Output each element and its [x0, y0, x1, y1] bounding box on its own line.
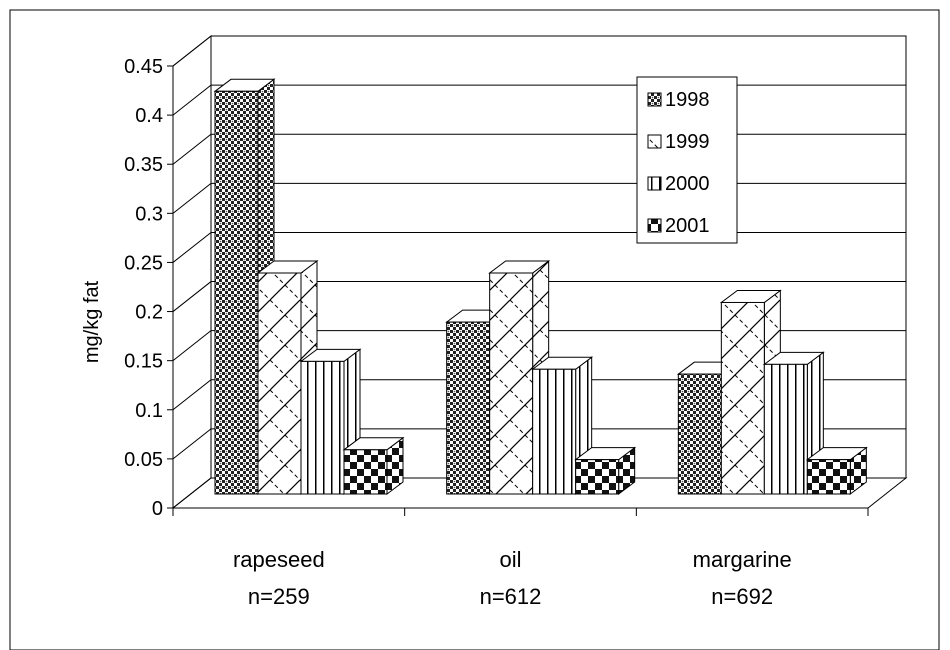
bar-rapeseed-2001 — [342, 436, 405, 495]
category-label: oil — [499, 547, 521, 572]
legend-label: 2001 — [665, 215, 710, 237]
bar-front — [489, 272, 534, 495]
bar-front — [343, 449, 388, 495]
gridline — [172, 35, 906, 67]
y-axis-title: mg/kg fat — [81, 280, 103, 363]
legend-swatch — [647, 92, 662, 107]
legend-label: 1999 — [665, 131, 710, 153]
bar-front — [806, 459, 851, 495]
legend: 1998 1999 2000 2001 — [636, 76, 738, 244]
bar-margarine-2000 — [762, 351, 825, 495]
legend-swatch — [647, 134, 662, 149]
legend-label: 1998 — [665, 89, 710, 111]
bar-oil-2000 — [531, 356, 594, 495]
category-label: rapeseed — [233, 547, 325, 572]
bar-front — [300, 360, 345, 495]
category-n-label: n=612 — [480, 584, 542, 609]
bar-front — [720, 301, 765, 495]
category-label: margarine — [693, 547, 792, 572]
bar-front — [575, 459, 620, 495]
bar-front — [532, 368, 577, 495]
gridline — [172, 379, 906, 411]
gridline — [172, 330, 906, 362]
gridline — [172, 428, 906, 460]
y-tick-label: 0.25 — [124, 252, 163, 274]
bar-front — [257, 272, 302, 495]
outer-border — [9, 9, 940, 650]
side-wall — [172, 34, 212, 510]
x-axis-labels: rapeseed n=259 oil n=612 margarine n=692 — [233, 547, 792, 609]
y-axis: 0 0.05 0.1 0.15 0.2 0.25 0.3 0.35 0.4 0.45 — [124, 56, 869, 520]
y-tick-label: 0.05 — [124, 449, 163, 471]
y-tick-label: 0.15 — [124, 351, 163, 373]
bar-margarine-2001 — [805, 446, 868, 495]
legend-swatch — [647, 176, 662, 191]
bar-oil-2001 — [574, 446, 637, 495]
y-tick-label: 0.1 — [135, 400, 163, 422]
y-tick-label: 0 — [152, 498, 163, 520]
gridline — [172, 281, 906, 312]
bar-front — [677, 373, 722, 495]
bar-front — [446, 321, 491, 495]
bars — [213, 78, 868, 495]
category-n-label: n=259 — [248, 584, 310, 609]
bar-front — [763, 363, 808, 495]
y-tick-label: 0.2 — [135, 302, 163, 324]
category-n-label: n=692 — [711, 584, 773, 609]
legend-swatch — [647, 218, 662, 233]
y-tick-label: 0.35 — [124, 154, 163, 176]
legend-label: 2000 — [665, 173, 710, 195]
bar-front — [214, 90, 259, 495]
y-tick-label: 0.4 — [135, 105, 163, 127]
y-tick-label: 0.3 — [135, 203, 163, 225]
gridline — [172, 477, 906, 509]
y-tick-label: 0.45 — [124, 56, 163, 78]
